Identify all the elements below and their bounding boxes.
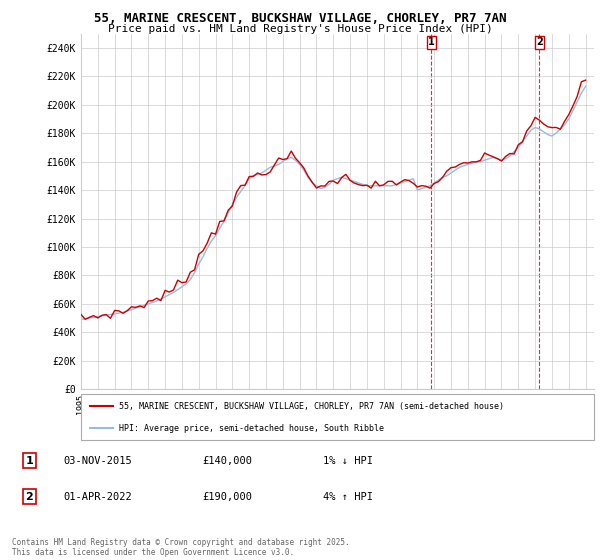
Text: HPI: Average price, semi-detached house, South Ribble: HPI: Average price, semi-detached house,… [119,423,385,433]
Text: 2: 2 [25,492,33,502]
Text: £140,000: £140,000 [202,456,252,466]
Text: 01-APR-2022: 01-APR-2022 [64,492,133,502]
Text: 55, MARINE CRESCENT, BUCKSHAW VILLAGE, CHORLEY, PR7 7AN (semi-detached house): 55, MARINE CRESCENT, BUCKSHAW VILLAGE, C… [119,402,505,410]
Text: 1% ↓ HPI: 1% ↓ HPI [323,456,373,466]
Text: 03-NOV-2015: 03-NOV-2015 [64,456,133,466]
Text: 4% ↑ HPI: 4% ↑ HPI [323,492,373,502]
FancyBboxPatch shape [81,394,594,440]
Text: 2: 2 [536,37,543,47]
Text: Price paid vs. HM Land Registry's House Price Index (HPI): Price paid vs. HM Land Registry's House … [107,24,493,34]
Text: 1: 1 [428,37,435,47]
Text: £190,000: £190,000 [202,492,252,502]
Text: 1: 1 [25,456,33,466]
Text: 55, MARINE CRESCENT, BUCKSHAW VILLAGE, CHORLEY, PR7 7AN: 55, MARINE CRESCENT, BUCKSHAW VILLAGE, C… [94,12,506,25]
Text: Contains HM Land Registry data © Crown copyright and database right 2025.
This d: Contains HM Land Registry data © Crown c… [12,538,350,557]
